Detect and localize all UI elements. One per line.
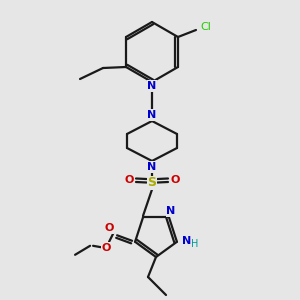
Text: O: O [170,175,180,185]
Text: O: O [104,223,114,233]
Text: N: N [166,206,176,216]
Text: O: O [101,243,111,253]
Text: N: N [147,162,157,172]
Text: N: N [182,236,191,246]
Text: S: S [148,176,157,190]
Text: N: N [147,81,157,91]
Text: Cl: Cl [200,22,211,32]
Text: O: O [124,175,134,185]
Text: N: N [147,110,157,120]
Text: H: H [191,239,199,249]
